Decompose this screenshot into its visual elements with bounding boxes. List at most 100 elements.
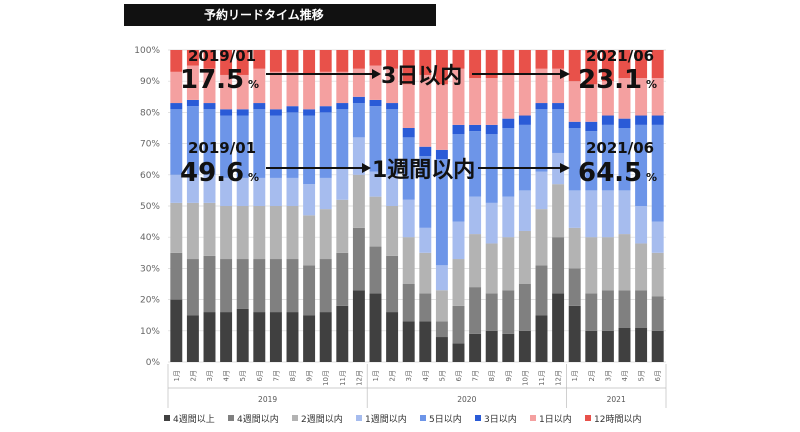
- bar-segment: [269, 50, 282, 72]
- bar-segment: [535, 50, 548, 69]
- bar-segment: [651, 296, 664, 331]
- bar-segment: [585, 293, 598, 331]
- bar-segment: [568, 128, 581, 191]
- y-tick-label: 20%: [140, 296, 160, 306]
- bar-segment: [402, 321, 415, 362]
- bar-segment: [535, 103, 548, 110]
- bar-segment: [386, 255, 399, 313]
- bar-segment: [319, 50, 332, 72]
- bar-segment: [419, 293, 432, 322]
- bar-segment: [336, 252, 349, 306]
- bar-segment: [535, 68, 548, 104]
- bar-segment: [552, 103, 565, 110]
- bar-segment: [170, 103, 183, 110]
- bar-segment: [352, 96, 365, 104]
- bar-segment: [386, 206, 399, 256]
- bar-segment: [352, 174, 365, 228]
- bar-segment: [269, 71, 282, 110]
- x-tick-label: 7月: [272, 370, 280, 381]
- bar-segment: [601, 115, 614, 125]
- y-tick-label: 100%: [134, 46, 160, 56]
- bar-segment: [369, 50, 382, 66]
- bar-segment: [419, 227, 432, 253]
- annotation-3day: 2019/01 17.5 % 3日以内 2021/06 23.1 %: [180, 47, 657, 95]
- bar-segment: [386, 174, 399, 206]
- arrow-head-mid-left: [362, 163, 371, 173]
- arrow-head-mid-right: [560, 163, 570, 173]
- annotation-mid-right-date: 2021/06: [586, 139, 654, 157]
- y-tick-label: 30%: [140, 264, 160, 274]
- bar-segment: [485, 124, 498, 135]
- bar-segment: [220, 50, 233, 75]
- bar-segment: [186, 106, 199, 175]
- bar-segment: [419, 321, 432, 362]
- x-tick-label: 10月: [322, 370, 330, 386]
- bar-segment: [435, 50, 448, 85]
- bar-segment: [635, 243, 648, 291]
- bar-segment: [585, 237, 598, 294]
- x-tick-label: 4月: [223, 370, 231, 381]
- bar-segment: [269, 115, 282, 178]
- bar-segment: [236, 109, 249, 116]
- bar-segment: [386, 103, 399, 110]
- year-label: 2019: [258, 395, 277, 404]
- bar-segment: [236, 206, 249, 260]
- bar-segment: [186, 174, 199, 203]
- bar-segment: [568, 190, 581, 228]
- bar-segment: [635, 124, 648, 206]
- bar-segment: [535, 109, 548, 172]
- bar-segment: [286, 71, 299, 107]
- bar-segment: [469, 333, 482, 362]
- bar-segment: [303, 215, 316, 266]
- bar-segment: [386, 312, 399, 362]
- bar-segment: [635, 290, 648, 328]
- bar-segment: [336, 50, 349, 72]
- bar-segment: [170, 202, 183, 253]
- annotation-top-left-date: 2019/01: [188, 47, 256, 65]
- y-tick-label: 80%: [140, 108, 160, 118]
- bar-segment: [303, 315, 316, 362]
- bar-segment: [402, 137, 415, 200]
- bar-segment: [485, 330, 498, 362]
- bar-segment: [435, 84, 448, 150]
- bar-segment: [601, 330, 614, 362]
- bar-segment: [651, 50, 664, 79]
- bar-segment: [552, 109, 565, 153]
- legend-label: 3日以内: [484, 413, 517, 425]
- bar-segment: [303, 50, 316, 75]
- annotation-mid-mid: 1週間以内: [372, 158, 475, 183]
- bar-segment: [469, 124, 482, 132]
- bar-segment: [303, 109, 316, 116]
- bar-segment: [452, 221, 465, 260]
- bar-segment: [552, 50, 565, 69]
- bar-segment: [635, 50, 648, 79]
- bar-segment: [319, 106, 332, 113]
- bar-segment: [485, 78, 498, 125]
- bar-segment: [552, 237, 565, 294]
- bar-segment: [253, 50, 266, 69]
- x-tick-label: 9月: [505, 370, 513, 381]
- bar-segment: [502, 128, 515, 197]
- bar-segment: [386, 50, 399, 69]
- bar-segment: [336, 71, 349, 104]
- bar-segment: [568, 268, 581, 306]
- bar-segment: [236, 115, 249, 178]
- x-tick-label: 1月: [372, 370, 380, 381]
- bar-segment: [601, 237, 614, 291]
- bar-segment: [253, 177, 266, 206]
- legend-label: 5日以内: [429, 413, 462, 425]
- bar-segment: [618, 290, 631, 328]
- bar-segment: [552, 184, 565, 238]
- y-tick-label: 50%: [140, 202, 160, 212]
- bar-segment: [203, 312, 216, 362]
- bar-segment: [203, 103, 216, 110]
- bar-segment: [319, 177, 332, 210]
- y-tick-label: 60%: [140, 171, 160, 181]
- bar-segment: [585, 190, 598, 238]
- bar-segment: [236, 308, 249, 362]
- bar-segment: [186, 99, 199, 107]
- bar-segment: [585, 84, 598, 122]
- bar-segment: [253, 312, 266, 362]
- x-tick-label: 4月: [422, 370, 430, 381]
